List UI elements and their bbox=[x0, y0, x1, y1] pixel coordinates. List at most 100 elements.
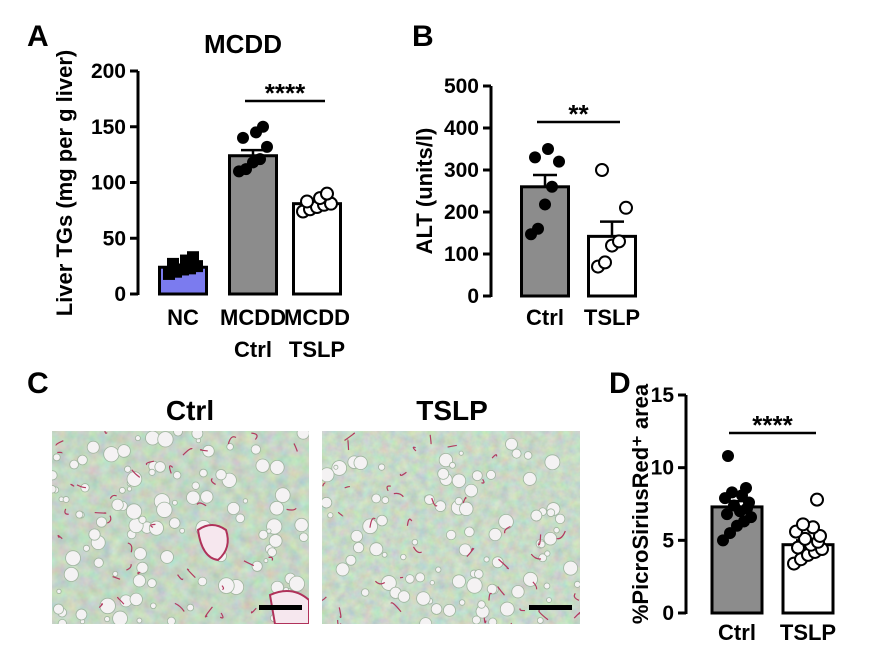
chart-b-point bbox=[619, 200, 633, 215]
collagen-fiber bbox=[221, 585, 225, 591]
chart-b-point bbox=[542, 143, 554, 155]
chart-d-point bbox=[728, 499, 740, 512]
vacuole bbox=[345, 554, 357, 566]
vacuole bbox=[397, 590, 411, 603]
vacuole bbox=[186, 490, 201, 505]
vacuole bbox=[63, 566, 79, 582]
collagen-fiber bbox=[429, 434, 432, 445]
vacuole bbox=[543, 582, 551, 590]
chart-a-ytick-label: 150 bbox=[91, 116, 126, 139]
vacuole bbox=[369, 542, 384, 557]
vacuole bbox=[424, 494, 435, 505]
vacuole bbox=[411, 538, 419, 546]
vacuole bbox=[353, 542, 365, 554]
collagen-fiber bbox=[530, 553, 542, 560]
collagen-fiber bbox=[510, 622, 513, 624]
collagen-fiber bbox=[481, 478, 485, 484]
vacuole bbox=[538, 553, 548, 563]
vacuole bbox=[544, 550, 551, 557]
chart-b-alt: ALT (units/l) 0 100 200 300 400 500 Ctrl TSLP ** bbox=[412, 75, 640, 330]
vacuole bbox=[443, 603, 456, 617]
collagen-fiber bbox=[390, 602, 402, 613]
vacuole bbox=[191, 481, 200, 490]
vacuole bbox=[415, 572, 426, 583]
chart-d-category-label: Ctrl bbox=[718, 620, 756, 645]
collagen-fiber bbox=[168, 465, 174, 474]
vacuole bbox=[134, 435, 141, 442]
collagen-fiber bbox=[286, 507, 297, 511]
vacuole bbox=[471, 470, 483, 482]
chart-b-ylabel: ALT (units/l) bbox=[412, 128, 437, 255]
vacuole bbox=[471, 615, 481, 624]
collagen-fiber bbox=[431, 497, 438, 507]
collagen-fiber bbox=[412, 546, 422, 554]
vacuole bbox=[458, 450, 464, 456]
vacuole bbox=[335, 562, 350, 577]
collagen-fiber bbox=[174, 602, 185, 612]
chart-d-ytick-label: 10 bbox=[651, 457, 674, 480]
vacuole bbox=[250, 444, 261, 455]
vacuole bbox=[296, 431, 309, 440]
vacuole bbox=[466, 577, 483, 594]
vacuole bbox=[333, 464, 339, 470]
collagen-fiber bbox=[338, 607, 342, 619]
chart-a-category-label: MCDD bbox=[284, 305, 350, 330]
vacuole bbox=[327, 512, 334, 519]
vacuole bbox=[52, 485, 57, 494]
collagen-fiber bbox=[337, 619, 342, 624]
collagen-fiber bbox=[344, 432, 356, 441]
vacuole bbox=[191, 431, 204, 440]
vacuole bbox=[294, 517, 309, 533]
chart-a-ytick-label: 50 bbox=[103, 227, 126, 250]
vacuole bbox=[530, 509, 543, 522]
chart-a-category-label-line2: Ctrl bbox=[234, 337, 272, 362]
chart-d-point bbox=[722, 450, 734, 463]
vacuole bbox=[126, 471, 143, 487]
chart-a-bar bbox=[228, 154, 278, 296]
vacuole bbox=[65, 550, 81, 567]
collagen-fiber bbox=[504, 525, 511, 534]
vacuole bbox=[331, 460, 348, 476]
vacuole bbox=[57, 618, 67, 624]
chart-a-category-label: MCDD bbox=[220, 305, 286, 330]
vacuole bbox=[488, 527, 502, 542]
collagen-fiber bbox=[519, 608, 525, 612]
vacuole bbox=[263, 558, 269, 564]
chart-b-point bbox=[553, 155, 565, 168]
chart-a-point bbox=[254, 153, 266, 166]
vacuole bbox=[381, 496, 390, 504]
chart-a-significance-label: **** bbox=[265, 78, 306, 108]
vacuole bbox=[197, 576, 208, 587]
vacuole bbox=[136, 561, 149, 574]
vacuole bbox=[258, 529, 269, 540]
chart-a-ytick-label: 200 bbox=[91, 60, 126, 83]
vacuole bbox=[486, 583, 498, 595]
micrograph-ctrl-vessel bbox=[196, 524, 229, 562]
vacuole bbox=[53, 603, 64, 615]
vacuole bbox=[454, 497, 463, 506]
micrograph-tslp-vacuoles bbox=[322, 432, 580, 624]
collagen-fiber bbox=[488, 592, 492, 601]
vacuole bbox=[269, 460, 285, 475]
collagen-fiber bbox=[186, 568, 196, 579]
vacuole bbox=[298, 532, 309, 542]
panel-letter-a: A bbox=[27, 20, 49, 53]
vacuole bbox=[166, 616, 176, 624]
collagen-fiber bbox=[466, 547, 475, 558]
vacuole bbox=[536, 617, 544, 624]
vacuole bbox=[172, 499, 178, 506]
vacuole bbox=[173, 431, 183, 437]
vacuole bbox=[522, 471, 537, 486]
vacuole bbox=[112, 571, 119, 577]
chart-b-ytick-label: 500 bbox=[444, 75, 479, 98]
vacuole bbox=[62, 496, 70, 503]
collagen-fiber bbox=[386, 485, 391, 492]
vacuole bbox=[129, 592, 143, 607]
vacuole bbox=[430, 603, 443, 615]
vacuole bbox=[573, 580, 580, 588]
vacuole bbox=[546, 508, 556, 517]
micrograph-title-tslp: TSLP bbox=[416, 395, 488, 426]
collagen-fiber bbox=[399, 471, 407, 477]
collagen-fiber bbox=[374, 580, 386, 585]
